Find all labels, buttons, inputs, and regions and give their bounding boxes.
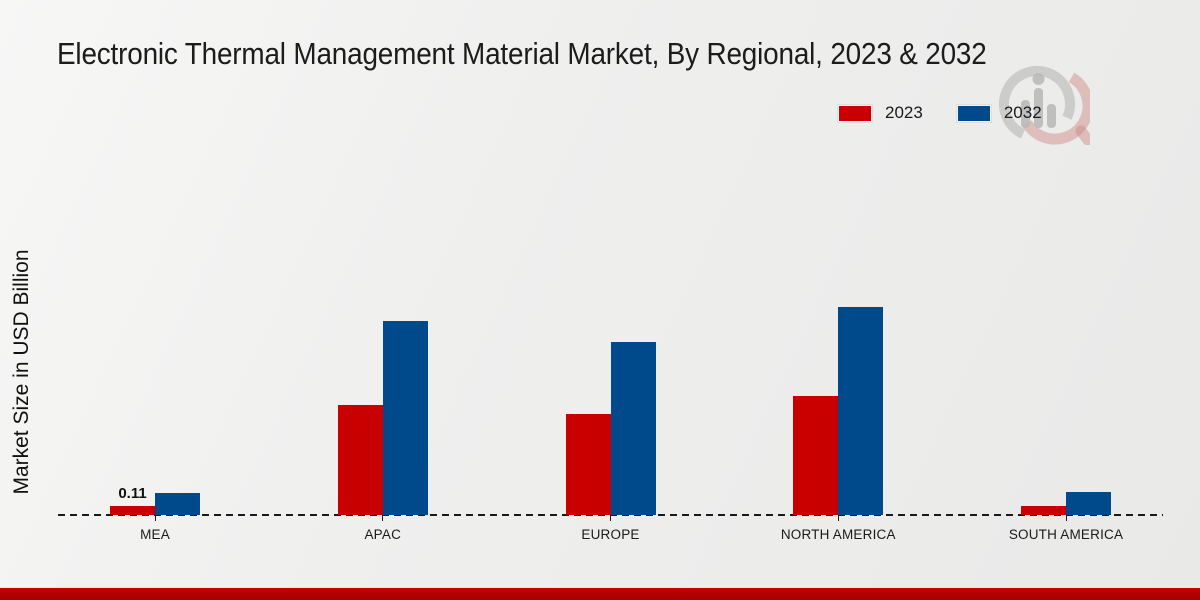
legend-swatch-2023 <box>838 104 872 122</box>
chart-legend: 2023 2032 <box>838 103 1042 123</box>
bar-apac-2032 <box>382 321 428 515</box>
bar-mea-2023 <box>110 506 155 515</box>
bar-north-america-2023 <box>793 396 839 515</box>
legend-label-2023: 2023 <box>885 103 923 122</box>
bar-apac-2023 <box>337 405 383 515</box>
category-label-mea: MEA <box>140 527 170 542</box>
chart-title: Electronic Thermal Management Material M… <box>57 36 987 71</box>
bar-south-america-2032 <box>1066 492 1111 515</box>
legend-item-2023: 2023 <box>838 103 923 123</box>
bar-mea-2032 <box>155 493 200 515</box>
x-axis-tick <box>1065 515 1067 521</box>
bar-europe-2032 <box>610 342 656 515</box>
footer-bar <box>0 587 1200 600</box>
category-label-europe: EUROPE <box>581 527 640 542</box>
legend-label-2032: 2032 <box>1003 103 1042 122</box>
bar-europe-2023 <box>565 414 611 515</box>
legend-item-2032: 2032 <box>956 103 1042 123</box>
bar-north-america-2032 <box>838 307 884 515</box>
x-axis-tick <box>837 515 839 521</box>
x-axis-tick <box>154 515 156 521</box>
value-label-mea-2023: 0.11 <box>118 485 147 502</box>
x-axis-tick <box>610 515 611 521</box>
bar-south-america-2023 <box>1021 506 1066 515</box>
category-label-south-america: SOUTH AMERICA <box>1008 527 1124 542</box>
category-label-north-america: NORTH AMERICA <box>780 527 896 542</box>
category-label-apac: APAC <box>364 527 402 542</box>
x-axis-tick <box>382 515 384 521</box>
legend-swatch-2032 <box>956 104 991 122</box>
